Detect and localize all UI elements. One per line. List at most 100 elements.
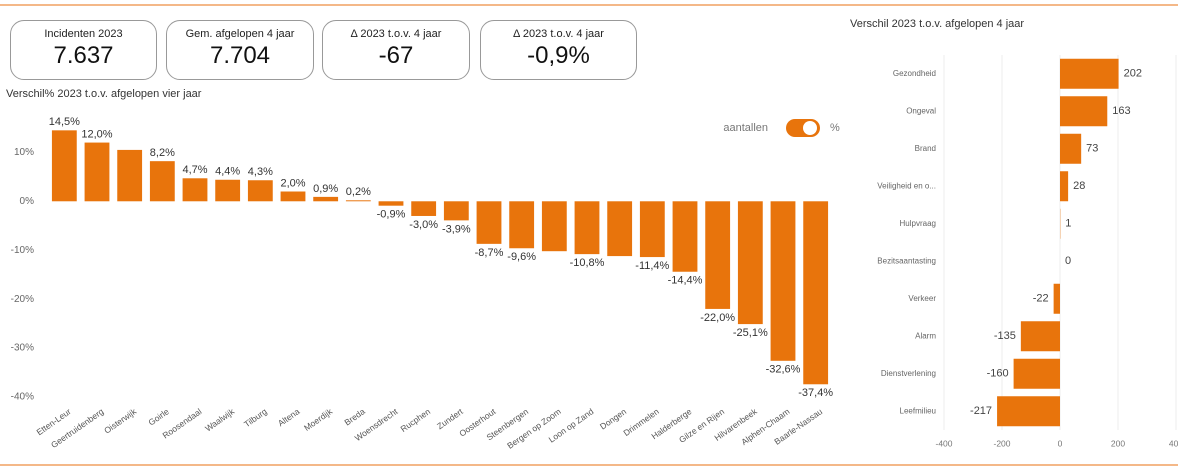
data-label: 2,0%: [280, 177, 305, 189]
y-tick-label: Hulpvraag: [900, 219, 936, 228]
bar: [313, 196, 339, 202]
bar: [280, 191, 306, 202]
x-tick-label: Halderberge: [649, 406, 693, 441]
y-tick-label: 10%: [14, 147, 34, 158]
data-label: -135: [994, 330, 1016, 342]
x-tick-label: Baarle-Nassau: [772, 406, 824, 447]
x-tick-label: Oisterwijk: [102, 406, 139, 436]
data-label: -32,6%: [766, 364, 801, 376]
x-tick-label: Woensdrecht: [353, 406, 400, 443]
data-label: -22,0%: [700, 312, 735, 324]
data-label: -0,9%: [377, 209, 406, 221]
bar: [51, 130, 77, 202]
data-label: 4,3%: [248, 166, 273, 178]
y-tick-label: 0%: [20, 196, 35, 207]
bar: [541, 201, 567, 252]
bar: [84, 142, 110, 202]
data-label: -217: [970, 405, 992, 417]
x-tick-label: 0: [1058, 438, 1063, 448]
x-tick-label: Waalwijk: [203, 406, 237, 434]
kpi-title: Gem. afgelopen 4 jaar: [185, 28, 295, 40]
bar: [117, 149, 143, 202]
kpi-value: -0,9%: [527, 42, 590, 69]
data-label: -8,7%: [475, 247, 504, 259]
data-label: 202: [1124, 68, 1142, 80]
bar: [1060, 96, 1108, 127]
bar: [1053, 283, 1060, 314]
toggle-knob[interactable]: [803, 121, 817, 135]
bar: [443, 201, 469, 221]
bar: [215, 179, 241, 202]
bar: [1013, 358, 1060, 389]
x-tick-label: 200: [1111, 438, 1125, 448]
y-tick-label: -30%: [11, 343, 34, 354]
kpi-value: -67: [378, 42, 414, 69]
x-tick-label: Bergen op Zoom: [505, 406, 563, 451]
data-label: -22: [1033, 293, 1049, 305]
bar: [149, 161, 175, 202]
bar: [639, 201, 665, 258]
x-tick-label: Oosterhout: [457, 406, 498, 439]
bar: [378, 201, 404, 206]
bar: [574, 201, 600, 255]
bar: [737, 201, 763, 325]
data-label: -25,1%: [733, 327, 768, 339]
y-tick-label: Verkeer: [908, 294, 936, 303]
x-tick-label: Tilburg: [242, 406, 269, 429]
bar: [509, 201, 535, 249]
chart-title: Verschil% 2023 t.o.v. afgelopen vier jaa…: [6, 88, 202, 100]
y-tick-label: Gezondheid: [893, 69, 936, 78]
kpi-card: Gem. afgelopen 4 jaar 7.704: [166, 20, 314, 80]
x-tick-label: Loon op Zand: [547, 406, 596, 444]
x-tick-label: Hilvarenbeek: [712, 406, 759, 443]
bar: [997, 396, 1060, 427]
bar: [345, 200, 371, 202]
data-label: -3,0%: [409, 219, 438, 231]
y-tick-label: Alarm: [915, 331, 936, 340]
data-label: -11,4%: [635, 260, 669, 272]
x-tick-label: Roosendaal: [161, 406, 204, 440]
data-label: 0,2%: [346, 186, 371, 198]
kpi-card: Δ 2023 t.o.v. 4 jaar -67: [322, 20, 470, 80]
y-tick-label: Leefmilieu: [900, 406, 936, 415]
bar: [607, 201, 633, 257]
data-label: 12,0%: [81, 128, 112, 140]
bar: [1020, 321, 1060, 352]
x-tick-label: 400: [1169, 438, 1178, 448]
x-tick-label: Gilze en Rijen: [677, 406, 726, 445]
data-label: 4,4%: [215, 166, 240, 178]
x-tick-label: Moerdijk: [302, 406, 335, 433]
x-tick-label: Steenbergen: [484, 406, 530, 442]
data-label: 1: [1065, 218, 1071, 230]
data-label: 28: [1073, 180, 1085, 192]
bar: [182, 178, 208, 202]
data-label: -37,4%: [798, 387, 833, 399]
y-tick-label: Ongeval: [906, 106, 936, 115]
y-tick-label: Veiligheid en o...: [877, 181, 936, 190]
y-tick-label: Bezitsaantasting: [877, 256, 936, 265]
bar: [1060, 171, 1069, 202]
data-label: 4,7%: [182, 164, 207, 176]
chart-title: Verschil 2023 t.o.v. afgelopen 4 jaar: [850, 18, 1024, 30]
data-label: 0,9%: [313, 183, 338, 195]
bar: [770, 201, 796, 361]
x-tick-label: -200: [993, 438, 1010, 448]
bar: [1060, 58, 1119, 89]
bar: [247, 180, 273, 202]
x-tick-label: -400: [935, 438, 952, 448]
data-label: -14,4%: [668, 275, 703, 287]
data-label: -160: [987, 368, 1009, 380]
bar: [672, 201, 698, 272]
y-tick-label: -40%: [11, 392, 34, 403]
x-tick-label: Etten-Leur: [35, 406, 73, 437]
x-tick-label: Breda: [342, 406, 367, 427]
x-tick-label: Zundert: [435, 406, 465, 431]
toggle[interactable]: [786, 119, 820, 137]
data-label: 73: [1086, 143, 1098, 155]
bar: [476, 201, 502, 244]
x-tick-label: Geertruidenberg: [49, 406, 106, 450]
y-tick-label: Brand: [915, 144, 936, 153]
x-tick-label: Alphen-Chaam: [739, 406, 791, 447]
kpi-card: Δ 2023 t.o.v. 4 jaar -0,9%: [480, 20, 637, 80]
